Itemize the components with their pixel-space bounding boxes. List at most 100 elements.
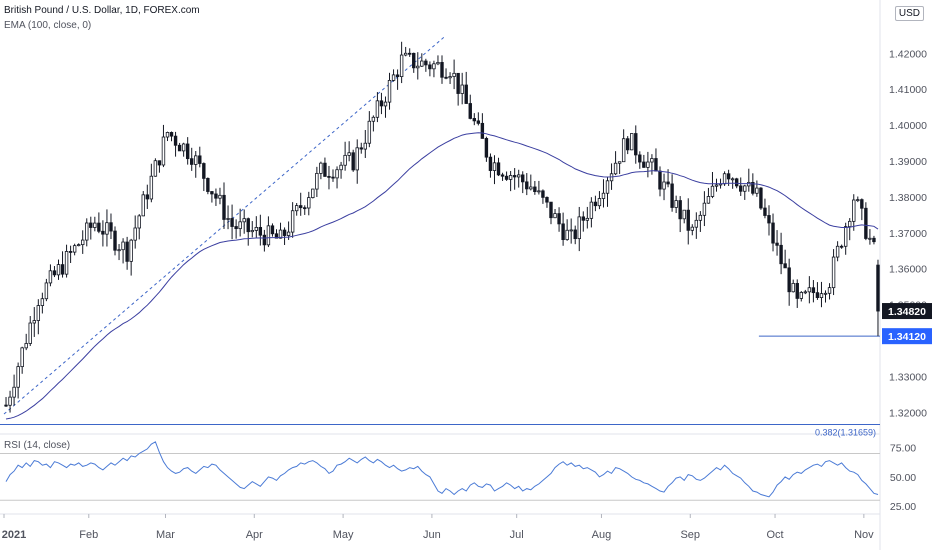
time-tick-label: Mar (156, 529, 175, 541)
candle-body (848, 220, 852, 228)
candle-body (581, 216, 585, 221)
candle-body (266, 225, 271, 246)
candle-body (545, 196, 549, 203)
candle-body (835, 245, 840, 258)
candle-body (831, 256, 836, 289)
price-tick-label: 1.36000 (889, 264, 927, 276)
time-tick-label: Apr (246, 529, 263, 541)
candle-body (508, 175, 513, 180)
candle-body (12, 386, 16, 398)
candle-body (331, 176, 335, 179)
candle-body (666, 181, 670, 185)
candle-body (387, 79, 392, 103)
candle-body (634, 133, 638, 156)
candle-body (496, 162, 501, 176)
candle-body (32, 320, 36, 324)
candle-body (601, 192, 606, 199)
candle-body (864, 207, 868, 239)
candle-body (278, 229, 283, 239)
candle-body (202, 163, 206, 179)
candle-body (20, 347, 24, 368)
time-tick-label: 2021 (2, 529, 26, 541)
candle-body (722, 173, 727, 185)
candle-body (529, 186, 533, 190)
price-tick-label: 1.40000 (889, 120, 927, 132)
candle-body (561, 223, 565, 241)
candle-body (698, 214, 703, 221)
rsi-tick-label: 75.00 (890, 443, 916, 455)
candle-body (173, 135, 178, 146)
candle-body (436, 62, 440, 65)
candle-body (311, 188, 315, 199)
price-tick-label: 1.33000 (889, 371, 927, 383)
candle-body (476, 120, 481, 124)
candle-body (779, 244, 783, 265)
candle-body (444, 76, 448, 79)
candle-body (161, 136, 166, 166)
candle-body (646, 161, 650, 168)
candle-body (56, 264, 61, 276)
candle-body (654, 158, 658, 172)
candle-body (823, 292, 828, 295)
candle-body (674, 200, 678, 208)
candle-body (472, 118, 476, 122)
candle-body (16, 366, 20, 388)
candle-body (194, 155, 198, 165)
candle-body (553, 213, 557, 219)
candle-body (97, 222, 101, 232)
candle-body (290, 210, 295, 233)
rsi-line (5, 441, 879, 498)
candle-body (504, 175, 509, 180)
candle-body (36, 305, 41, 321)
candle-body (4, 404, 8, 407)
candle-body (860, 199, 864, 209)
candle-body (811, 287, 816, 294)
candle-body (230, 218, 234, 227)
candles (4, 41, 880, 413)
candle-body (129, 239, 133, 262)
candle-body (60, 264, 65, 275)
candle-body (145, 194, 150, 200)
candle-body (593, 201, 598, 207)
candle-body (198, 155, 202, 164)
candle-body (113, 230, 117, 251)
candle-body (206, 177, 210, 192)
candle-body (363, 142, 367, 150)
candle-body (218, 194, 222, 199)
candle-body (214, 193, 218, 199)
candle-body (399, 54, 404, 78)
candle-body (642, 161, 646, 168)
candle-body (68, 251, 73, 253)
time-tick-label: Aug (592, 529, 612, 541)
candle-body (282, 229, 287, 236)
candle-body (149, 175, 154, 200)
candle-body (872, 237, 876, 243)
candle-body (270, 225, 275, 235)
candle-body (177, 144, 182, 152)
candle-body (105, 222, 109, 235)
candle-body (416, 65, 420, 69)
candle-body (242, 218, 246, 223)
candle-body (807, 287, 812, 293)
candle-body (307, 197, 311, 209)
time-tick-label: Nov (854, 529, 874, 541)
candle-body (803, 291, 808, 294)
candle-body (286, 231, 291, 236)
ema-legend: EMA (100, close, 0) (4, 20, 92, 31)
candle-body (190, 158, 194, 165)
candle-body (448, 76, 452, 79)
candle-body (549, 201, 553, 219)
candle-body (767, 215, 771, 224)
currency-button[interactable]: USD (894, 6, 924, 21)
candle-body (226, 218, 230, 220)
candle-body (222, 194, 226, 220)
candle-body (48, 270, 53, 284)
candle-body (876, 264, 880, 312)
candle-body (274, 233, 279, 239)
candle-body (650, 158, 654, 163)
candle-body (72, 245, 77, 253)
candle-body (468, 103, 472, 119)
candle-body (743, 185, 747, 192)
candle-body (246, 218, 250, 233)
